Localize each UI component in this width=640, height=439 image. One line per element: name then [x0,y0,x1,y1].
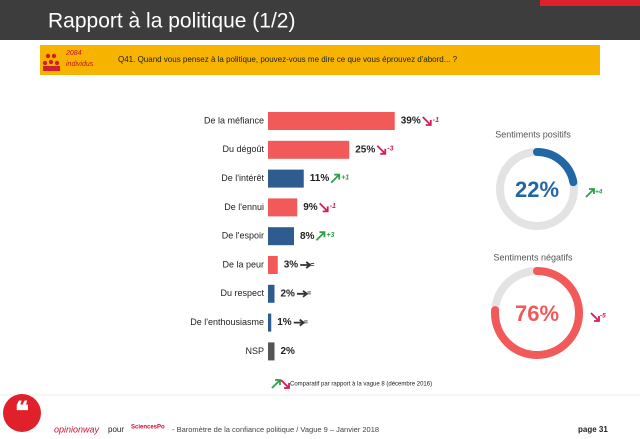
value-label: 2% [281,346,296,357]
change-label: = [310,262,314,269]
value-label: 8% [300,231,315,242]
question: Q41. Quand vous pensez à la politique, p… [118,55,458,64]
value-label: 2% [281,288,296,299]
trend-arrow [585,188,595,198]
category-label: De l'espoir [222,231,264,241]
bar [268,342,275,361]
change-label: +1 [341,174,349,181]
sample-count: 2084 [65,50,82,57]
value-label: 1% [277,317,292,328]
value-label: 9% [303,202,318,213]
category-label: De l'enthousiasme [190,317,264,327]
category-label: De la méfiance [204,115,264,125]
bar [268,313,272,332]
change-label: -3 [387,146,393,153]
category-label: De l'intérêt [221,173,264,183]
value-label: 25% [355,144,375,155]
donut-title: Sentiments négatifs [493,252,573,262]
header-bar [0,0,640,40]
donut-value: 76% [515,301,559,326]
change-label: +4 [595,189,603,196]
trend-arrow [319,202,329,213]
donut-title: Sentiments positifs [495,129,571,139]
bar [268,169,304,188]
donut-value: 22% [515,177,559,202]
value-label: 39% [401,116,421,127]
footer-text: - Baromètre de la confiance politique / … [172,425,379,434]
bar [268,112,395,130]
trend-arrow [280,379,290,389]
category-label: De l'ennui [224,202,264,212]
change-label: = [304,319,308,326]
footer-partner: SciencesPo [131,425,165,431]
value-label: 3% [284,260,299,271]
change-label: -1 [433,117,439,124]
legend-note: Comparatif par rapport à la vague 8 (déc… [290,382,432,388]
category-label: Du respect [220,288,264,298]
bar [268,198,298,217]
header-accent [540,0,640,6]
bar [268,227,294,246]
category-label: Du dégoût [222,144,264,154]
change-label: -1 [330,203,336,210]
page-number: page 31 [578,425,608,434]
trend-arrow [300,261,312,269]
bar [268,284,275,303]
trend-arrow [315,231,326,241]
trend-arrow [590,312,600,322]
change-label: +3 [326,232,334,239]
slide-title: Rapport à la politique (1/2) [48,10,295,33]
trend-arrow [293,318,306,327]
bar [268,256,278,274]
trend-arrow [330,173,341,184]
trend-arrow [422,116,432,126]
logo [3,394,41,432]
donut-arc [491,267,583,359]
trend-arrow [271,379,281,389]
change-label: = [307,291,311,298]
sample-unit: individus [66,61,94,68]
trend-arrow [296,290,309,298]
category-label: NSP [245,346,264,356]
value-label: 11% [310,173,330,184]
people-icon [42,53,60,71]
bar [268,140,350,159]
trend-arrow [376,145,387,155]
footer-brand: opinionway [54,424,100,434]
change-label: -5 [600,313,606,320]
donut-arc [496,148,578,230]
logo-quote: ❝ [15,396,29,426]
question-band [40,45,600,75]
category-label: De la peur [222,259,264,269]
footer-pour: pour [108,425,124,434]
